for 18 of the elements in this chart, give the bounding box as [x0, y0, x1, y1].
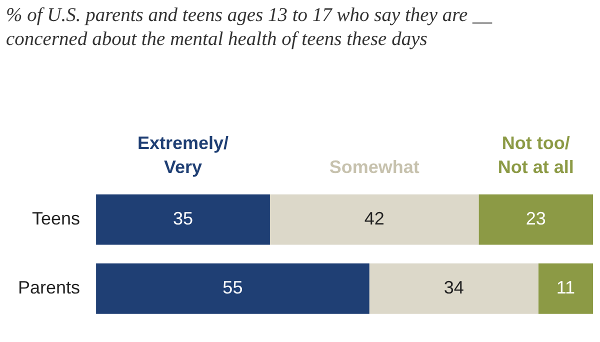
- chart-title: % of U.S. parents and teens ages 13 to 17 who say they are __ concerned about the mental health of teens these days: [6, 4, 494, 52]
- data-label: 35: [172, 208, 194, 229]
- series-label: Extremely/Very: [137, 133, 229, 177]
- series-label: Not too/Not at all: [498, 133, 574, 177]
- data-label: 34: [444, 278, 464, 298]
- data-label: 42: [364, 208, 384, 229]
- y-tick-label: Teens: [32, 208, 80, 229]
- data-label: 11: [556, 278, 576, 298]
- bar: [369, 263, 538, 314]
- bar: [538, 263, 593, 314]
- bar: [96, 263, 370, 314]
- bar: [96, 194, 270, 245]
- data-label: 55: [222, 278, 243, 298]
- bar: [478, 194, 593, 245]
- series-label: Somewhat: [329, 157, 420, 177]
- y-tick-label: Parents: [18, 278, 80, 298]
- data-label: 23: [526, 208, 546, 229]
- bar: [270, 194, 479, 245]
